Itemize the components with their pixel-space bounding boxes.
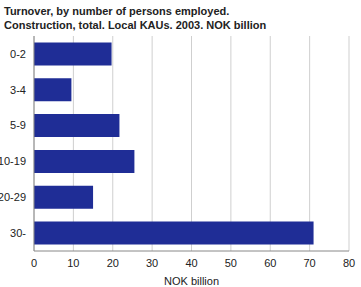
svg-text:10-19: 10-19 — [8, 155, 26, 167]
svg-text:20-29: 20-29 — [8, 191, 26, 203]
svg-text:20: 20 — [107, 257, 119, 269]
svg-text:0: 0 — [31, 257, 37, 269]
svg-text:60: 60 — [264, 257, 276, 269]
svg-text:50: 50 — [225, 257, 237, 269]
svg-text:5-9: 5-9 — [10, 119, 26, 131]
svg-text:0-2: 0-2 — [10, 48, 26, 60]
svg-text:10: 10 — [67, 257, 79, 269]
svg-text:30: 30 — [146, 257, 158, 269]
svg-text:30-: 30- — [10, 227, 26, 239]
html-text:Construction, total. Local KAU: Construction, total. Local KAUs. 2003. N… — [4, 19, 267, 31]
svg-text:80: 80 — [343, 257, 353, 269]
html-text:Turnover, by number of persons: Turnover, by number of persons employed. — [4, 5, 230, 17]
svg-text:70: 70 — [304, 257, 316, 269]
svg-text:40: 40 — [185, 257, 197, 269]
svg-text:3-4: 3-4 — [10, 84, 26, 96]
svg-text:NOK billion: NOK billion — [164, 275, 219, 287]
